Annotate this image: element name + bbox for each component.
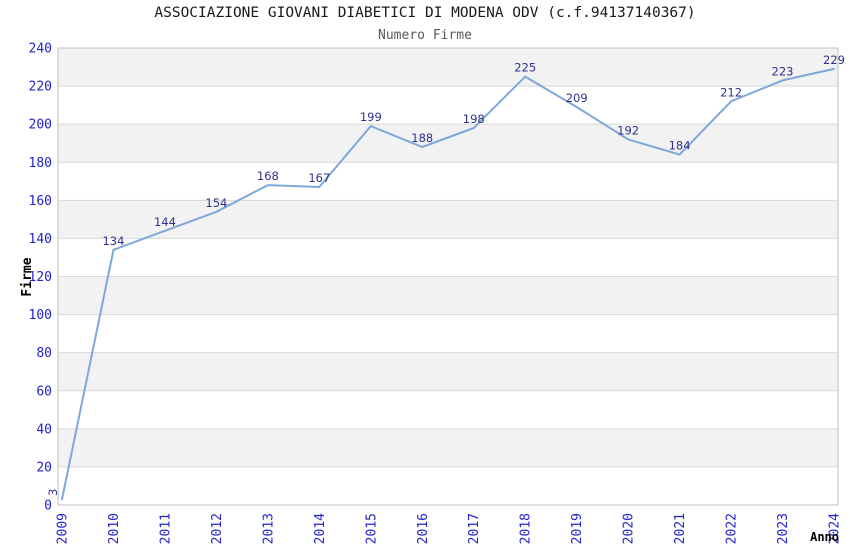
x-tick-label: 2015	[364, 513, 379, 544]
x-tick-label: 2009	[56, 513, 71, 544]
data-label: 134	[102, 234, 124, 248]
y-tick-label: 140	[29, 232, 52, 247]
data-label: 167	[308, 171, 330, 185]
x-tick-label: 2023	[776, 513, 791, 544]
y-axis-title: Firme	[20, 257, 35, 297]
y-tick-label: 220	[29, 80, 52, 95]
x-tick-label: 2011	[158, 513, 173, 544]
plot-border	[57, 47, 839, 506]
y-tick-label: 180	[29, 156, 52, 171]
data-label: 144	[154, 215, 176, 229]
plot-band	[58, 162, 838, 201]
plot-band	[58, 428, 838, 467]
data-label: 184	[669, 139, 691, 153]
x-axis-title: Anno	[810, 530, 839, 544]
data-label: 192	[617, 123, 639, 137]
chart-subtitle: Numero Firme	[378, 28, 472, 43]
data-label: 168	[257, 169, 279, 183]
data-label: 188	[411, 131, 433, 145]
y-tick-label: 160	[29, 194, 52, 209]
series-line	[61, 67, 835, 501]
y-tick-label: 0	[44, 499, 52, 514]
plot-band	[58, 238, 838, 277]
data-label: 199	[360, 110, 382, 124]
x-tick-label: 2013	[261, 513, 276, 544]
x-tick-label: 2020	[622, 513, 637, 544]
plot-band	[58, 352, 838, 391]
x-tick-label: 2012	[210, 513, 225, 544]
x-tick-label: 2014	[313, 513, 328, 544]
y-tick-label: 100	[29, 308, 52, 323]
x-tick-label: 2017	[467, 513, 482, 544]
plot-band	[58, 86, 838, 125]
y-tick-label: 40	[36, 422, 52, 437]
plot-band	[58, 276, 838, 315]
y-tick-label: 120	[29, 270, 52, 285]
data-label: 223	[772, 64, 794, 78]
x-tick-label: 2010	[107, 513, 122, 544]
plot-band	[58, 466, 838, 505]
data-label: 225	[514, 61, 536, 75]
data-label: 212	[720, 85, 742, 99]
y-tick-label: 20	[36, 460, 52, 475]
plot-band	[58, 48, 838, 87]
y-tick-label: 200	[29, 118, 52, 133]
plot-band	[58, 124, 838, 163]
plot-band	[58, 200, 838, 239]
data-label: 154	[205, 196, 227, 210]
chart-title: ASSOCIAZIONE GIOVANI DIABETICI DI MODENA…	[154, 5, 696, 21]
x-tick-label: 2024	[828, 513, 843, 544]
plot-band	[58, 314, 838, 353]
x-tick-label: 2018	[519, 513, 534, 544]
y-tick-label: 240	[29, 42, 52, 57]
y-tick-label: 60	[36, 384, 52, 399]
plot-band	[58, 390, 838, 429]
data-label: 229	[823, 53, 845, 67]
x-tick-label: 2019	[570, 513, 585, 544]
x-tick-label: 2022	[725, 513, 740, 544]
x-tick-label: 2016	[416, 513, 431, 544]
x-tick-label: 2021	[673, 513, 688, 544]
data-label: 198	[463, 112, 485, 126]
data-label: 3	[46, 489, 60, 496]
y-tick-label: 80	[36, 346, 52, 361]
data-label: 209	[566, 91, 588, 105]
